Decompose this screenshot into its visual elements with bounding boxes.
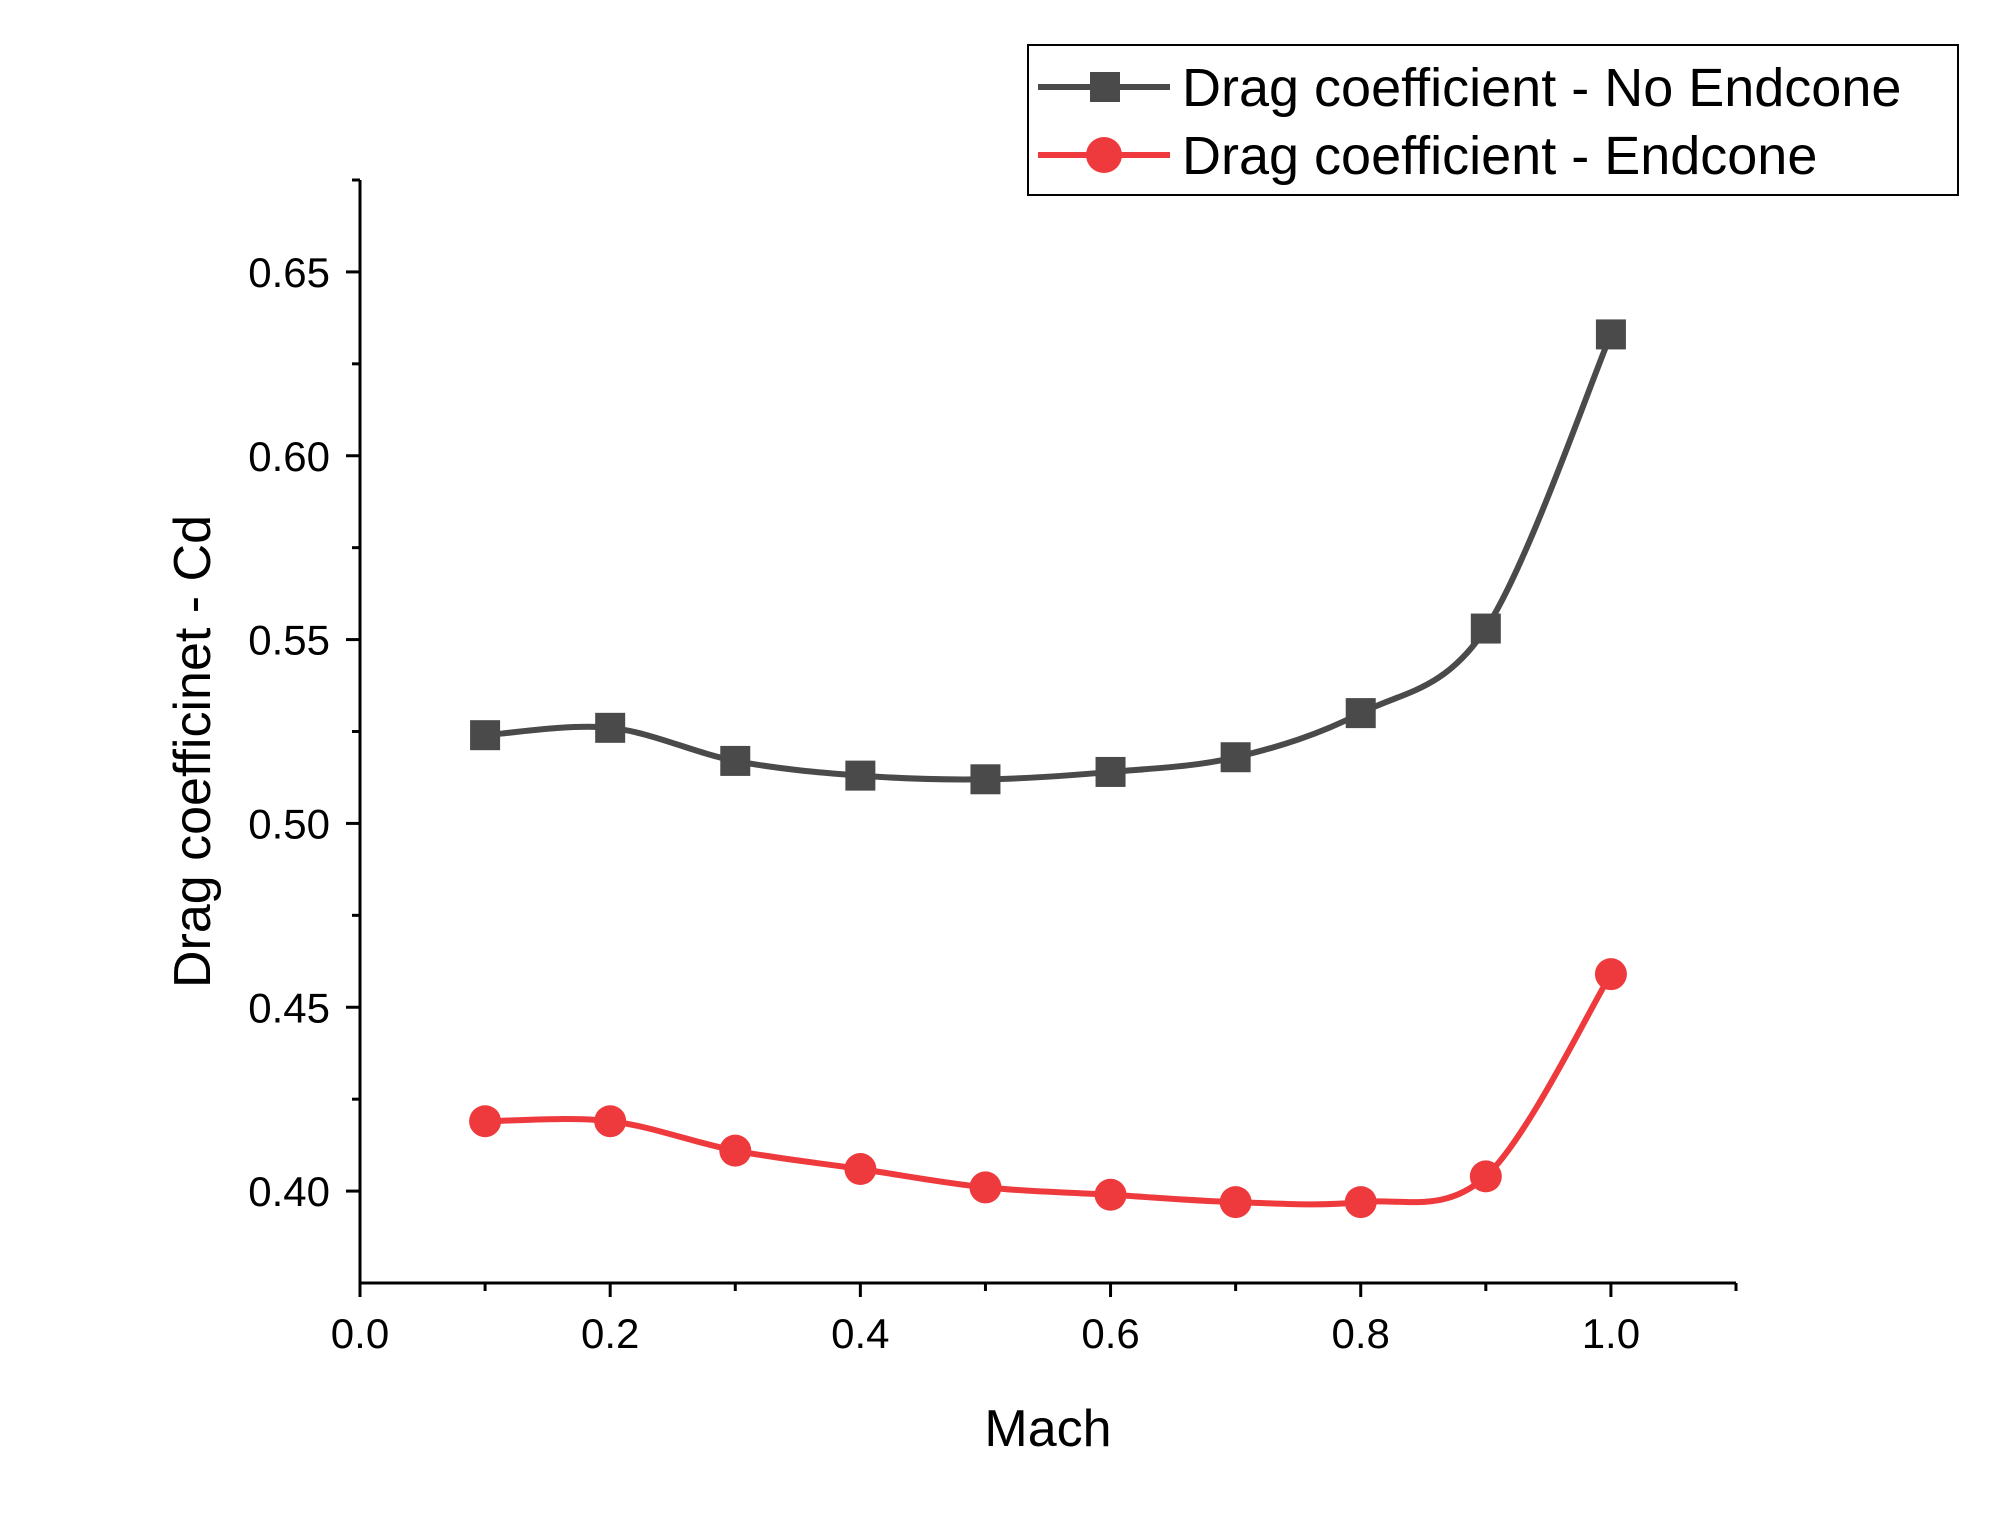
legend-item: Drag coefficient - No Endcone: [1038, 58, 1901, 118]
data-point-square: [1595, 319, 1626, 350]
legend-item: Drag coefficient - Endcone: [1038, 126, 1817, 186]
data-point-circle: [1469, 1160, 1502, 1193]
data-point-square: [470, 720, 501, 751]
data-point-square: [845, 760, 876, 791]
legend-label: Drag coefficient - No Endcone: [1182, 58, 1901, 118]
data-point-square: [1095, 756, 1126, 787]
x-tick-label: 0.8: [1332, 1310, 1390, 1357]
x-axis-title: Mach: [984, 1400, 1111, 1458]
x-tick-label: 0.0: [331, 1310, 389, 1357]
axes: 0.0 0.2 0.4 0.6 0.8 1.0 0.40 0.45 0.50 0.55 0.60 0.…: [164, 178, 1738, 1458]
x-tick-label: 1.0: [1582, 1310, 1640, 1357]
data-point-square: [595, 712, 626, 743]
data-point-circle: [1094, 1178, 1127, 1211]
data-point-circle: [469, 1105, 502, 1138]
y-tick-label: 0.65: [248, 249, 330, 296]
series-line: [484, 333, 1614, 783]
y-tick-label: 0.50: [248, 800, 330, 847]
series-line: [485, 972, 1614, 1208]
data-point-square: [1220, 742, 1251, 773]
series-2: [469, 958, 1627, 1219]
data-point-square: [720, 745, 751, 776]
data-point-circle: [844, 1153, 877, 1186]
data-point-circle: [594, 1105, 627, 1138]
data-point-circle: [1219, 1186, 1252, 1219]
x-tick-label: 0.2: [581, 1310, 639, 1357]
data-point-circle: [1594, 958, 1627, 991]
data-point-square: [1345, 698, 1376, 729]
data-point-circle: [719, 1134, 752, 1167]
x-tick-label: 0.4: [831, 1310, 889, 1357]
y-tick-label: 0.45: [248, 984, 330, 1031]
y-tick-label: 0.55: [248, 617, 330, 664]
legend-marker-square: [1090, 72, 1120, 102]
x-tick-label: 0.6: [1081, 1310, 1139, 1357]
data-point-circle: [969, 1171, 1002, 1204]
data-point-square: [1470, 613, 1501, 644]
series-1: [470, 319, 1626, 795]
legend-marker-circle: [1086, 137, 1122, 173]
data-point-square: [970, 764, 1001, 795]
y-tick-label: 0.40: [248, 1168, 330, 1215]
legend: Drag coefficient - No Endcone Drag coeffi…: [1027, 44, 1959, 196]
y-axis-title: Drag coefficinet - Cd: [164, 515, 222, 988]
legend-box: [1027, 44, 1959, 196]
y-tick-label: 0.60: [248, 433, 330, 480]
data-point-circle: [1344, 1186, 1377, 1219]
legend-label: Drag coefficient - Endcone: [1182, 126, 1817, 186]
series-layer: [469, 319, 1627, 1219]
